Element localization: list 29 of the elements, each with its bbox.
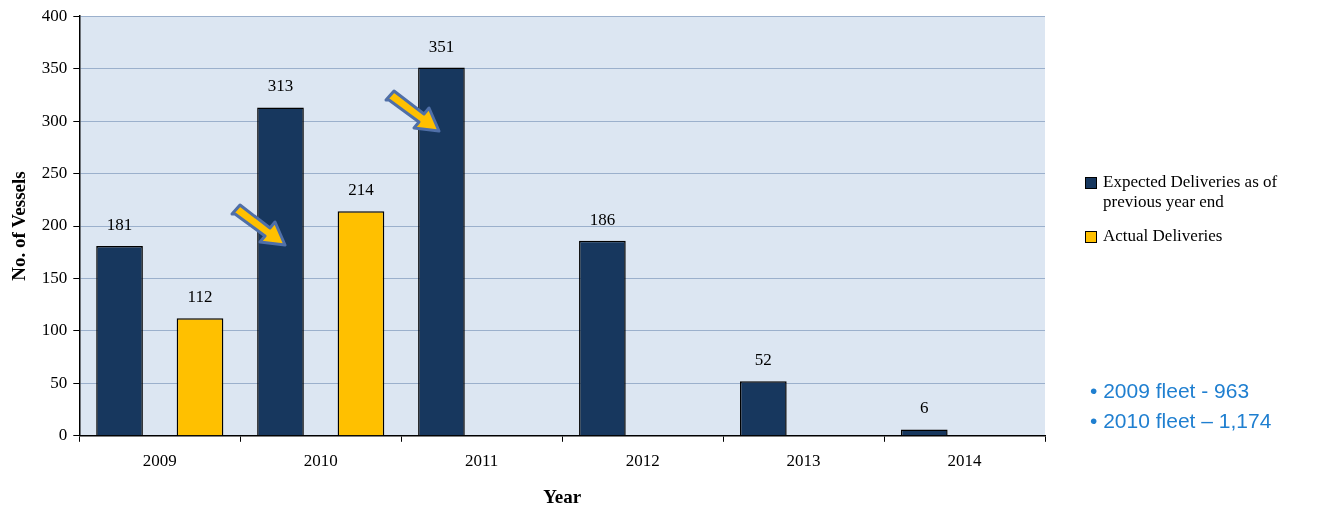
y-tick-label: 150 [41, 267, 68, 287]
data-label: 181 [106, 214, 133, 234]
y-tick-label: 200 [41, 215, 68, 235]
y-tick-label: 400 [41, 5, 68, 25]
y-axis-title: No. of Vessels [8, 171, 30, 281]
y-tick-label: 250 [41, 163, 68, 183]
data-label: 313 [267, 76, 294, 96]
y-tick-label: 0 [58, 425, 68, 445]
data-label: 186 [589, 209, 616, 229]
y-tick-label: 50 [50, 372, 68, 392]
text: • 2010 fleet – 1,174 [1090, 408, 1272, 434]
data-label: 6 [920, 398, 929, 418]
legend-label: Actual Deliveries [1103, 226, 1223, 246]
x-tick-label: 2010 [303, 451, 338, 471]
data-label: 112 [187, 287, 213, 307]
x-tick-label: 2009 [142, 451, 177, 471]
data-label: 214 [348, 180, 375, 200]
y-tick-label: 350 [41, 58, 68, 78]
x-tick-label: 2014 [947, 451, 983, 471]
x-tick-label: 2012 [625, 451, 660, 471]
legend-label: Expected Deliveries as of previous year end [1103, 172, 1279, 212]
data-label: 52 [754, 350, 772, 370]
x-tick-label: 2013 [786, 451, 821, 471]
x-axis-title: Year [543, 485, 582, 507]
x-tick-label: 2011 [464, 451, 499, 471]
data-label: 351 [428, 36, 455, 56]
y-tick-label: 300 [41, 110, 68, 130]
y-tick-label: 100 [41, 320, 68, 340]
text: • 2009 fleet - 963 [1090, 378, 1251, 404]
